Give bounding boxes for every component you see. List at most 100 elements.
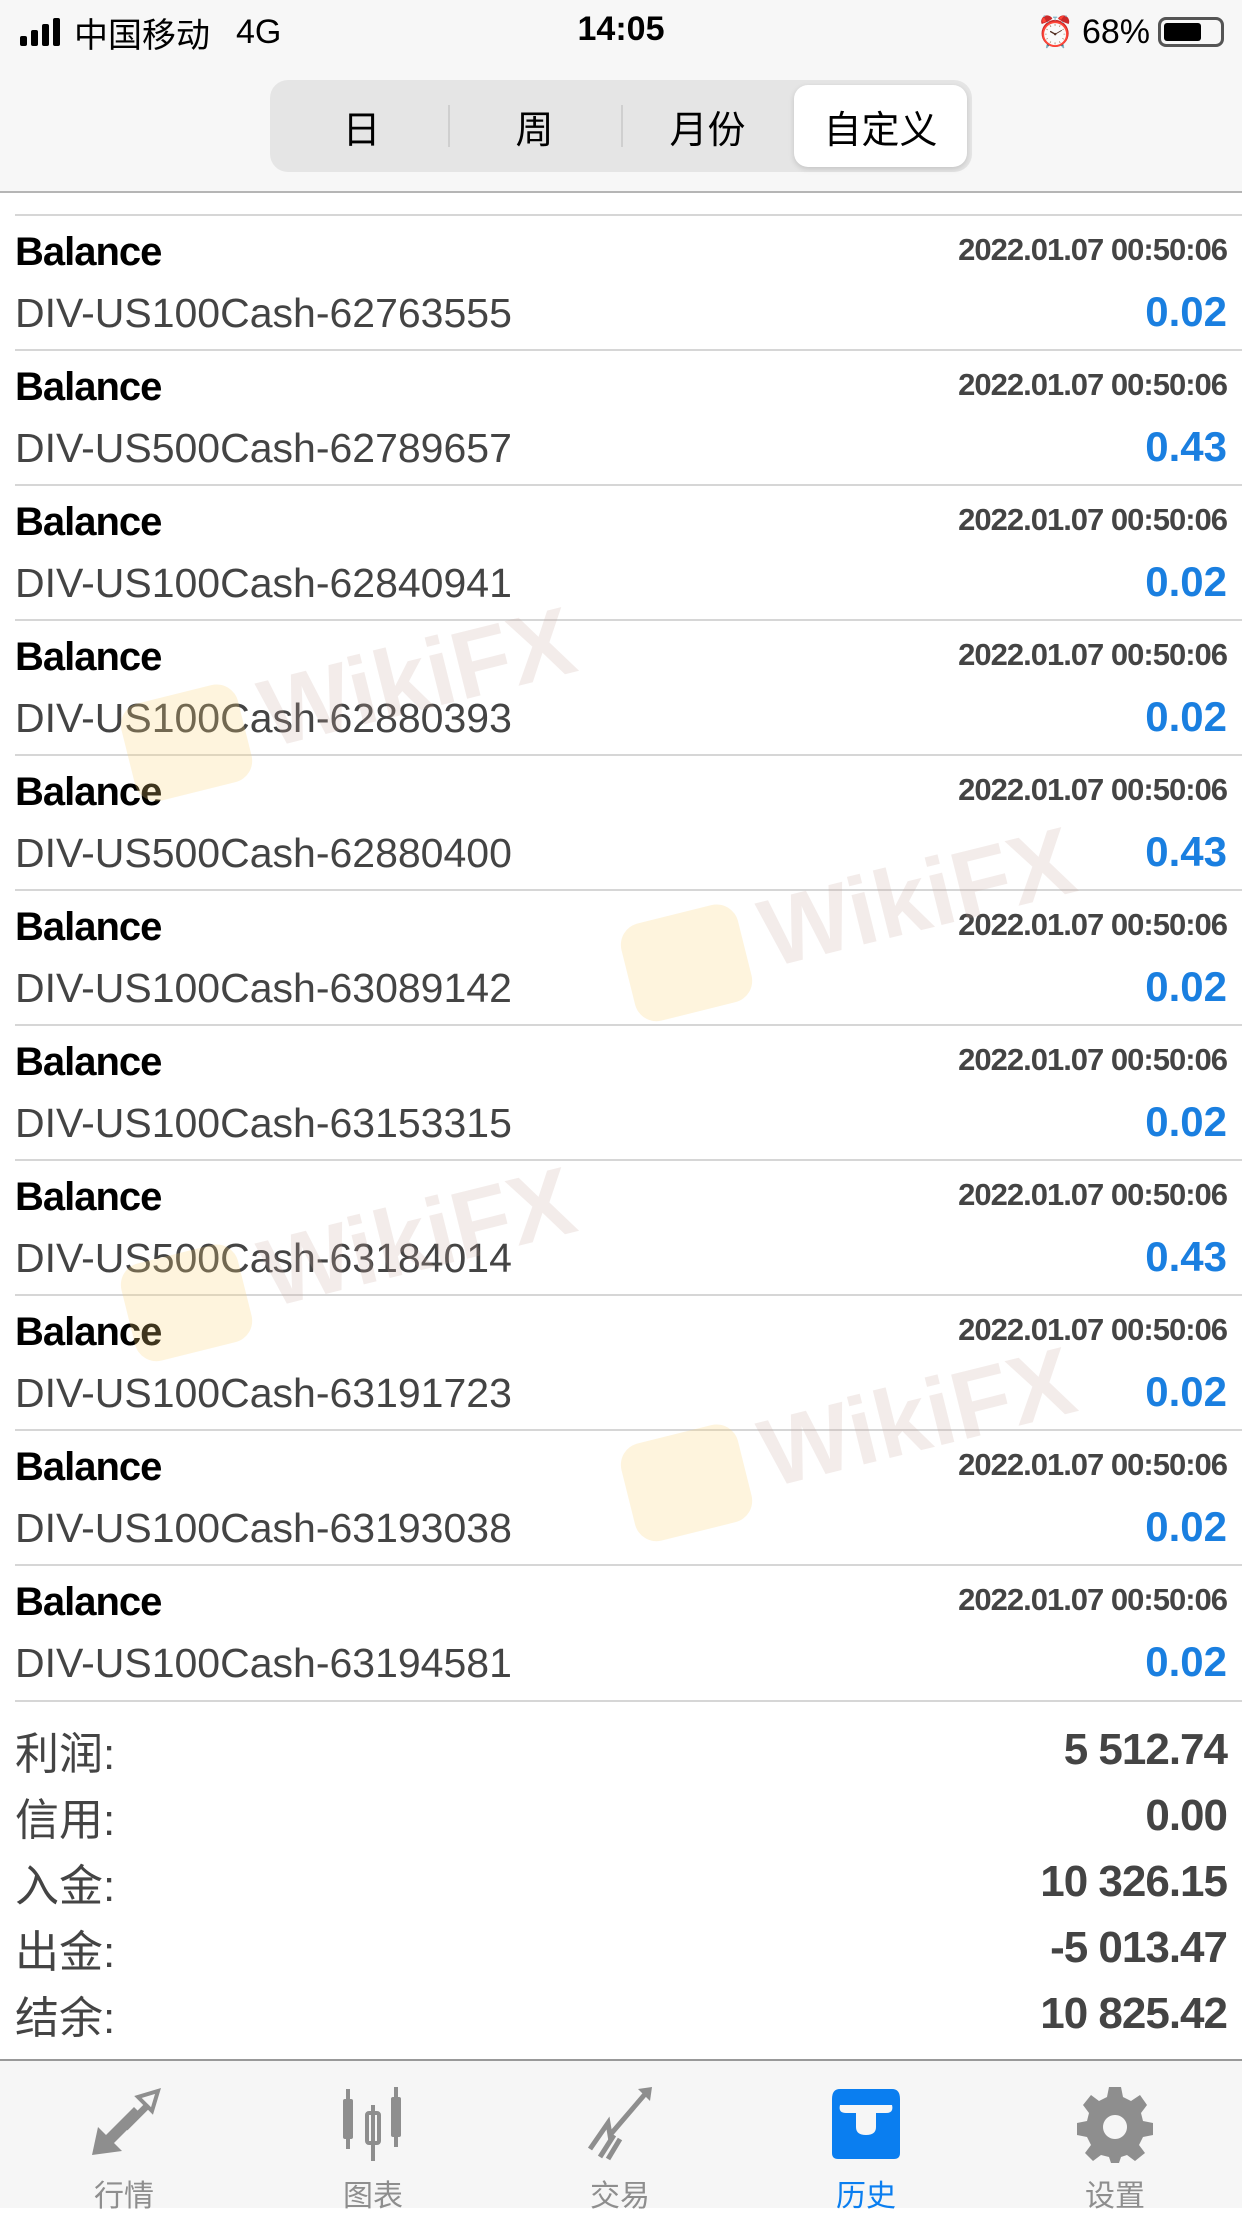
- list-item[interactable]: Balance 2022.01.07 00:50:06 DIV-US500Cas…: [15, 1159, 1242, 1294]
- carrier-name: 中国移动: [74, 16, 210, 55]
- tab-trade[interactable]: 交易: [530, 2061, 710, 2213]
- signal-icon: [20, 18, 60, 46]
- tab-label: 图表: [343, 2180, 403, 2213]
- deal-time: 2022.01.07 00:50:06: [958, 367, 1228, 402]
- tab-history[interactable]: 历史: [776, 2061, 956, 2213]
- tab-label: 设置: [1085, 2180, 1145, 2213]
- summary-label: 利润:: [15, 1730, 116, 1779]
- list-item[interactable]: Balance 2022.01.07 00:50:06 DIV-US100Cas…: [15, 619, 1242, 754]
- segment-day[interactable]: 日: [342, 109, 381, 152]
- clock: 14:05: [577, 10, 665, 48]
- deal-amount: 0.02: [1145, 1368, 1227, 1415]
- deal-comment: DIV-US100Cash-63193038: [15, 1505, 512, 1551]
- list-item[interactable]: Balance 2022.01.07 00:50:06 DIV-US100Cas…: [15, 889, 1242, 1024]
- tab-label: 行情: [94, 2180, 154, 2213]
- deal-type: Balance: [15, 1580, 162, 1624]
- deal-type: Balance: [15, 1040, 162, 1084]
- tab-charts[interactable]: 图表: [283, 2061, 463, 2213]
- summary-row: 信用: 0.00: [15, 1783, 1228, 1849]
- deal-amount: 0.02: [1145, 288, 1227, 335]
- tab-label: 历史: [836, 2180, 896, 2213]
- deal-comment: DIV-US100Cash-63089142: [15, 965, 512, 1011]
- tab-quotes[interactable]: 行情: [34, 2061, 214, 2213]
- tab-label: 交易: [590, 2180, 650, 2213]
- deal-type: Balance: [15, 500, 162, 544]
- deal-time: 2022.01.07 00:50:06: [958, 637, 1228, 672]
- segment-week[interactable]: 周: [448, 85, 621, 167]
- deal-type: Balance: [15, 1310, 162, 1354]
- quotes-arrows-icon: [92, 2088, 161, 2155]
- summary-value: 0.00: [1145, 1791, 1228, 1840]
- deal-comment: DIV-US500Cash-62789657: [15, 425, 512, 471]
- deal-comment: DIV-US100Cash-62880393: [15, 695, 512, 741]
- deal-time: 2022.01.07 00:50:06: [958, 1312, 1228, 1347]
- deal-time: 2022.01.07 00:50:06: [958, 1042, 1228, 1077]
- deal-type: Balance: [15, 1445, 162, 1489]
- deal-comment: DIV-US100Cash-63194581: [15, 1640, 512, 1686]
- deal-type: Balance: [15, 635, 162, 679]
- deal-comment: DIV-US100Cash-63191723: [15, 1370, 512, 1416]
- deal-amount: 0.02: [1145, 1098, 1227, 1145]
- battery-icon: [1158, 17, 1224, 47]
- alarm-icon: ⏰: [1036, 15, 1074, 49]
- trade-trend-icon: [587, 2087, 652, 2161]
- list-item[interactable]: Balance 2022.01.07 00:50:06 DIV-US100Cas…: [15, 1429, 1242, 1564]
- summary-value: 10 825.42: [1040, 1989, 1228, 2038]
- carrier-info: 中国移动 4G: [20, 10, 282, 55]
- summary-value: 5 512.74: [1063, 1725, 1228, 1774]
- deal-time: 2022.01.07 00:50:06: [958, 502, 1228, 537]
- deal-time: 2022.01.07 00:50:06: [958, 907, 1228, 942]
- gear-icon: [1077, 2087, 1153, 2163]
- deal-amount: 0.43: [1145, 423, 1227, 470]
- summary-row: 出金: -5 013.47: [15, 1915, 1228, 1981]
- network-type: 4G: [236, 12, 282, 51]
- deal-time: 2022.01.07 00:50:06: [958, 1582, 1228, 1617]
- header: 中国移动 4G 14:05 ⏰ 68% 日 周 月份 自定义: [0, 0, 1242, 193]
- list-item[interactable]: Balance 2022.01.07 00:50:06 DIV-US100Cas…: [15, 214, 1242, 349]
- deal-time: 2022.01.07 00:50:06: [958, 1177, 1228, 1212]
- list-item[interactable]: Balance 2022.01.07 00:50:06 DIV-US500Cas…: [15, 349, 1242, 484]
- segment-custom[interactable]: 自定义: [794, 85, 967, 167]
- summary-row: 入金: 10 326.15: [15, 1849, 1228, 1915]
- list-item[interactable]: Balance 2022.01.07 00:50:06 DIV-US500Cas…: [15, 754, 1242, 889]
- summary-label: 入金:: [15, 1862, 116, 1911]
- tab-settings[interactable]: 设置: [1025, 2061, 1205, 2213]
- summary-value: -5 013.47: [1050, 1923, 1228, 1972]
- deal-amount: 0.02: [1145, 1638, 1227, 1685]
- history-list[interactable]: Balance 2022.01.07 00:50:06 DIV-US100Cas…: [15, 214, 1242, 1699]
- deal-type: Balance: [15, 1175, 162, 1219]
- deal-type: Balance: [15, 230, 162, 274]
- deal-amount: 0.02: [1145, 558, 1227, 605]
- deal-amount: 0.43: [1145, 828, 1227, 875]
- deal-comment: DIV-US100Cash-62763555: [15, 290, 512, 336]
- period-segmented-control: 日 周 月份 自定义: [270, 80, 972, 172]
- list-item[interactable]: Balance 2022.01.07 00:50:06 DIV-US100Cas…: [15, 1564, 1242, 1699]
- battery-percent: 68%: [1081, 12, 1150, 51]
- summary-label: 出金:: [15, 1928, 116, 1977]
- deal-type: Balance: [15, 905, 162, 949]
- deal-amount: 0.02: [1145, 963, 1227, 1010]
- list-item[interactable]: Balance 2022.01.07 00:50:06 DIV-US100Cas…: [15, 1294, 1242, 1429]
- divider: [15, 1700, 1242, 1702]
- list-item[interactable]: Balance 2022.01.07 00:50:06 DIV-US100Cas…: [15, 1024, 1242, 1159]
- deal-comment: DIV-US500Cash-62880400: [15, 830, 512, 876]
- deal-comment: DIV-US500Cash-63184014: [15, 1235, 512, 1281]
- summary-label: 信用:: [15, 1796, 116, 1845]
- summary-row: 结余: 10 825.42: [15, 1981, 1228, 2047]
- deal-time: 2022.01.07 00:50:06: [958, 1447, 1228, 1482]
- deal-type: Balance: [15, 365, 162, 409]
- deal-type: Balance: [15, 770, 162, 814]
- summary-row: 利润: 5 512.74: [15, 1717, 1228, 1783]
- segment-month[interactable]: 月份: [621, 85, 794, 167]
- list-item[interactable]: Balance 2022.01.07 00:50:06 DIV-US100Cas…: [15, 484, 1242, 619]
- summary-label: 结余:: [15, 1994, 116, 2043]
- history-inbox-icon: [832, 2089, 900, 2159]
- deal-time: 2022.01.07 00:50:06: [958, 232, 1228, 267]
- tab-bar: 行情 图表 交易 历史 设置: [0, 2059, 1242, 2213]
- candlestick-chart-icon: [343, 2087, 401, 2161]
- deal-comment: DIV-US100Cash-63153315: [15, 1100, 512, 1146]
- deal-amount: 0.02: [1145, 1503, 1227, 1550]
- battery-info: ⏰ 68%: [1037, 10, 1224, 54]
- deal-amount: 0.43: [1145, 1233, 1227, 1280]
- deal-time: 2022.01.07 00:50:06: [958, 772, 1228, 807]
